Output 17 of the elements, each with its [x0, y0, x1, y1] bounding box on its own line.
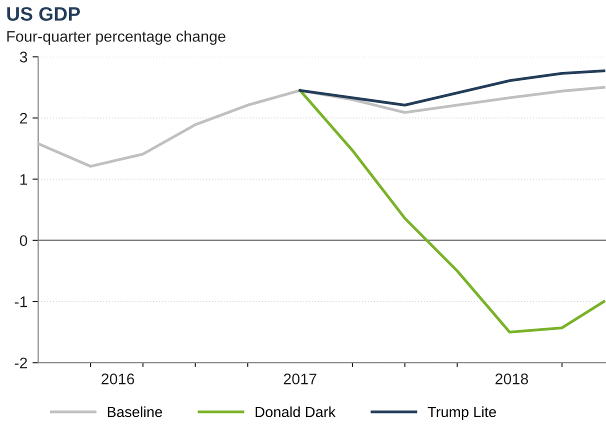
- legend-label: Trump Lite: [428, 406, 496, 420]
- y-tick-label: -2: [14, 358, 27, 368]
- x-tick-label: 2016: [102, 374, 134, 384]
- legend-label: Donald Dark: [256, 406, 336, 418]
- chart-title: US GDP: [7, 7, 80, 21]
- x-tick-label: 2017: [284, 374, 316, 384]
- line-series: [298, 69, 606, 107]
- x-tick-label: 2018: [495, 374, 528, 384]
- y-tick-label: 2: [20, 112, 27, 124]
- legend-label: Baseline: [108, 406, 162, 418]
- line-series: [298, 89, 606, 334]
- y-tick-label: 0: [20, 235, 28, 246]
- line-series: [38, 86, 606, 168]
- chart-subtitle: Four-quarter percentage change: [7, 30, 226, 45]
- y-tick-label: 3: [20, 52, 28, 62]
- y-tick-label: -1: [14, 296, 28, 308]
- y-tick-label: 1: [20, 174, 28, 185]
